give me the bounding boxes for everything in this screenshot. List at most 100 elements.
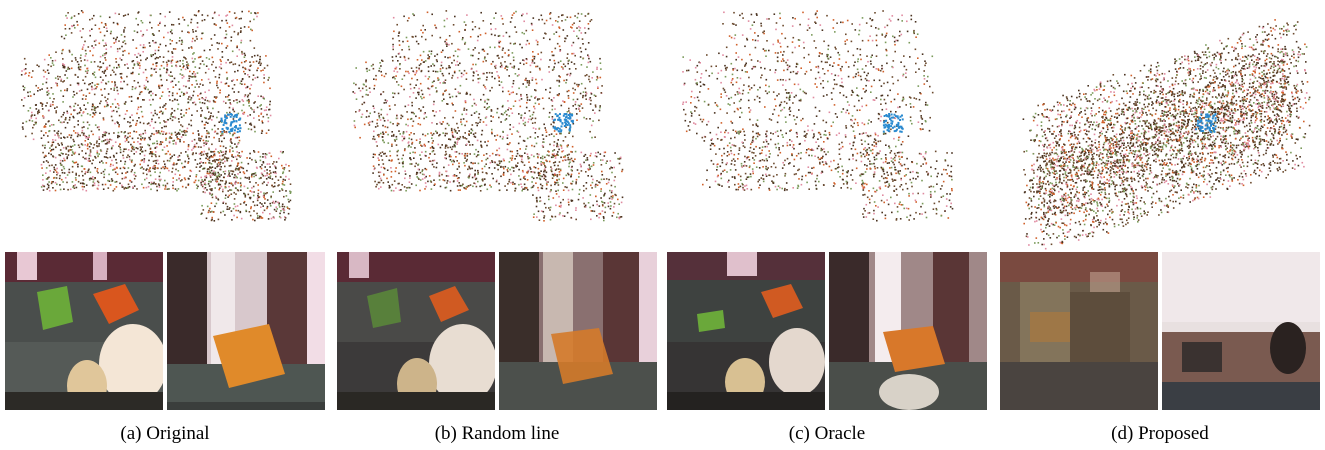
cloud-point — [448, 138, 451, 140]
cloud-point — [444, 134, 446, 137]
cloud-point — [158, 143, 161, 146]
cloud-point — [208, 89, 210, 92]
cloud-point — [122, 166, 125, 169]
cloud-point — [89, 160, 91, 162]
cloud-point — [891, 211, 893, 214]
cloud-point — [110, 30, 112, 33]
cloud-point — [378, 70, 380, 72]
cloud-point — [540, 157, 542, 159]
cloud-point — [195, 142, 198, 145]
cloud-point — [459, 136, 462, 138]
cloud-point — [220, 159, 223, 161]
cloud-point — [446, 103, 448, 105]
cloud-point — [488, 167, 491, 169]
cloud-point — [92, 133, 94, 136]
cloud-point — [141, 35, 144, 37]
cloud-point — [49, 147, 51, 149]
cloud-point — [777, 114, 780, 117]
cloud-point — [514, 73, 517, 75]
cloud-point — [496, 107, 499, 110]
cloud-point — [38, 65, 40, 68]
cloud-point — [56, 106, 58, 108]
cloud-point — [158, 155, 161, 158]
cloud-point — [269, 100, 271, 103]
cloud-point — [458, 165, 460, 168]
cloud-point-blue — [238, 118, 241, 121]
cloud-point — [548, 111, 551, 114]
cloud-point — [116, 86, 118, 89]
cloud-point — [540, 161, 542, 163]
cloud-point — [131, 88, 134, 91]
cloud-point — [378, 67, 381, 70]
cloud-point — [86, 121, 89, 124]
cloud-point — [67, 150, 70, 153]
cloud-point — [603, 217, 605, 219]
cloud-point — [123, 167, 126, 170]
cloud-point — [228, 174, 230, 176]
cloud-point — [200, 37, 203, 40]
cloud-point — [141, 115, 144, 118]
cloud-point — [224, 160, 226, 163]
cloud-point — [568, 110, 570, 112]
cloud-point — [398, 189, 401, 191]
cloud-point — [263, 77, 265, 79]
cloud-point — [485, 163, 487, 165]
cloud-point — [555, 20, 557, 22]
cloud-point — [150, 74, 152, 77]
cloud-point — [499, 66, 502, 68]
cloud-point — [398, 44, 401, 46]
cloud-point — [102, 188, 105, 190]
cloud-point — [869, 160, 871, 163]
cloud-point — [524, 121, 527, 124]
cloud-point — [209, 172, 211, 174]
cloud-point — [242, 167, 245, 170]
cloud-point — [84, 173, 86, 175]
cloud-point — [227, 59, 229, 61]
cloud-point — [129, 179, 131, 182]
cloud-point — [858, 33, 860, 36]
cloud-point — [248, 178, 250, 180]
cloud-point — [229, 99, 231, 101]
cloud-point — [473, 98, 475, 101]
cloud-point — [114, 85, 116, 87]
cloud-point — [469, 184, 472, 186]
cloud-point — [945, 205, 948, 207]
cloud-point — [103, 176, 105, 179]
cloud-point — [827, 80, 829, 83]
cloud-point — [365, 79, 367, 81]
cloud-point — [379, 119, 382, 121]
cloud-point — [187, 183, 190, 186]
cloud-point — [468, 141, 470, 143]
cloud-point — [509, 42, 512, 45]
cloud-point — [395, 55, 397, 58]
cloud-point — [566, 57, 568, 59]
cloud-point — [287, 207, 289, 209]
cloud-point — [264, 192, 267, 195]
cloud-point — [83, 82, 86, 85]
cloud-point — [49, 125, 51, 127]
cloud-point — [537, 53, 539, 55]
cloud-point — [545, 206, 547, 209]
cloud-point — [169, 157, 172, 160]
cloud-point — [264, 155, 267, 158]
cloud-point — [284, 216, 286, 218]
cloud-point — [379, 171, 382, 174]
cloud-point — [110, 74, 112, 76]
cloud-point — [80, 54, 82, 57]
cloud-point — [380, 166, 383, 169]
cloud-point — [88, 154, 91, 157]
cloud-point — [256, 54, 259, 57]
cloud-point — [164, 179, 166, 182]
cloud-point — [217, 184, 220, 186]
cloud-point-blue — [571, 113, 574, 116]
cloud-point — [33, 124, 35, 126]
cloud-point — [164, 133, 167, 135]
cloud-point-blue — [566, 124, 569, 126]
cloud-point — [97, 181, 100, 184]
cloud-point — [228, 208, 230, 210]
cloud-point — [395, 117, 398, 120]
cloud-point — [485, 87, 487, 90]
cloud-point — [484, 86, 486, 88]
cloud-point — [104, 183, 107, 186]
cloud-point — [147, 143, 149, 146]
